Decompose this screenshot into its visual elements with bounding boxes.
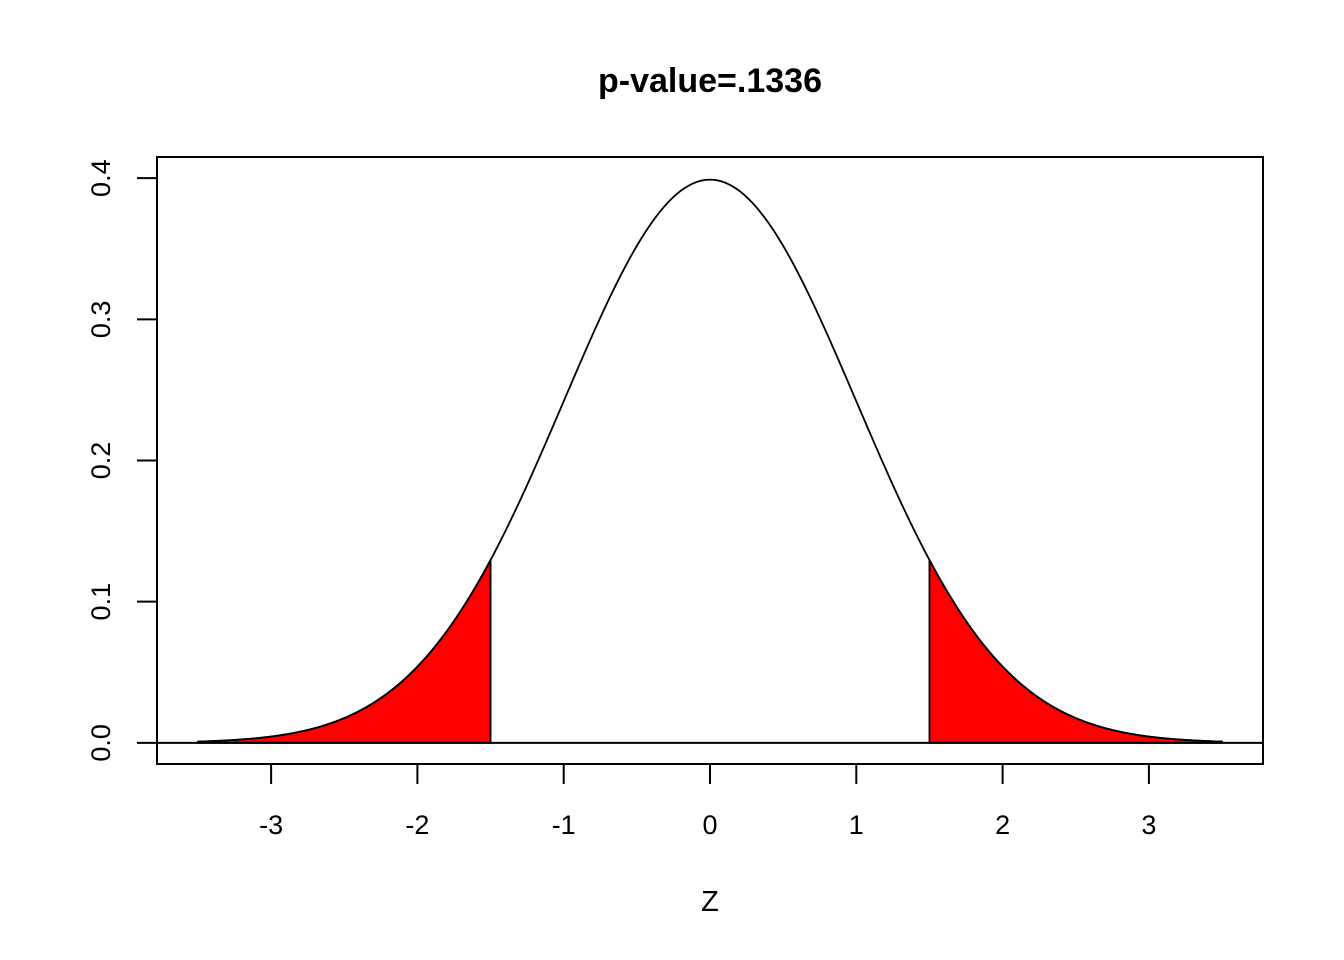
- x-axis-label: Z: [701, 886, 719, 918]
- x-axis: -3 -2 -1 0 1 2 3: [259, 763, 1156, 840]
- x-tick-label: -1: [552, 810, 576, 840]
- x-tick-label: -3: [259, 810, 283, 840]
- shaded-region-2: [928, 559, 1223, 744]
- density-curve-group: [197, 178, 1223, 743]
- y-tick-label: 0.0: [86, 724, 116, 762]
- y-axis: 0.0 0.1 0.2 0.3 0.4: [86, 159, 158, 762]
- y-tick-label: 0.4: [86, 159, 116, 197]
- y-tick-label: 0.1: [86, 583, 116, 621]
- x-tick-label: 2: [995, 810, 1010, 840]
- shaded-region-1: [197, 559, 492, 744]
- x-tick-label: 3: [1141, 810, 1156, 840]
- x-tick-label: -2: [405, 810, 429, 840]
- y-tick-label: 0.3: [86, 301, 116, 339]
- chart-title: p-value=.1336: [598, 62, 822, 100]
- density-curve: [197, 178, 1223, 743]
- x-tick-label: 0: [702, 810, 717, 840]
- y-tick-label: 0.2: [86, 442, 116, 480]
- plot-frame: [156, 156, 1264, 765]
- x-tick-label: 1: [849, 810, 864, 840]
